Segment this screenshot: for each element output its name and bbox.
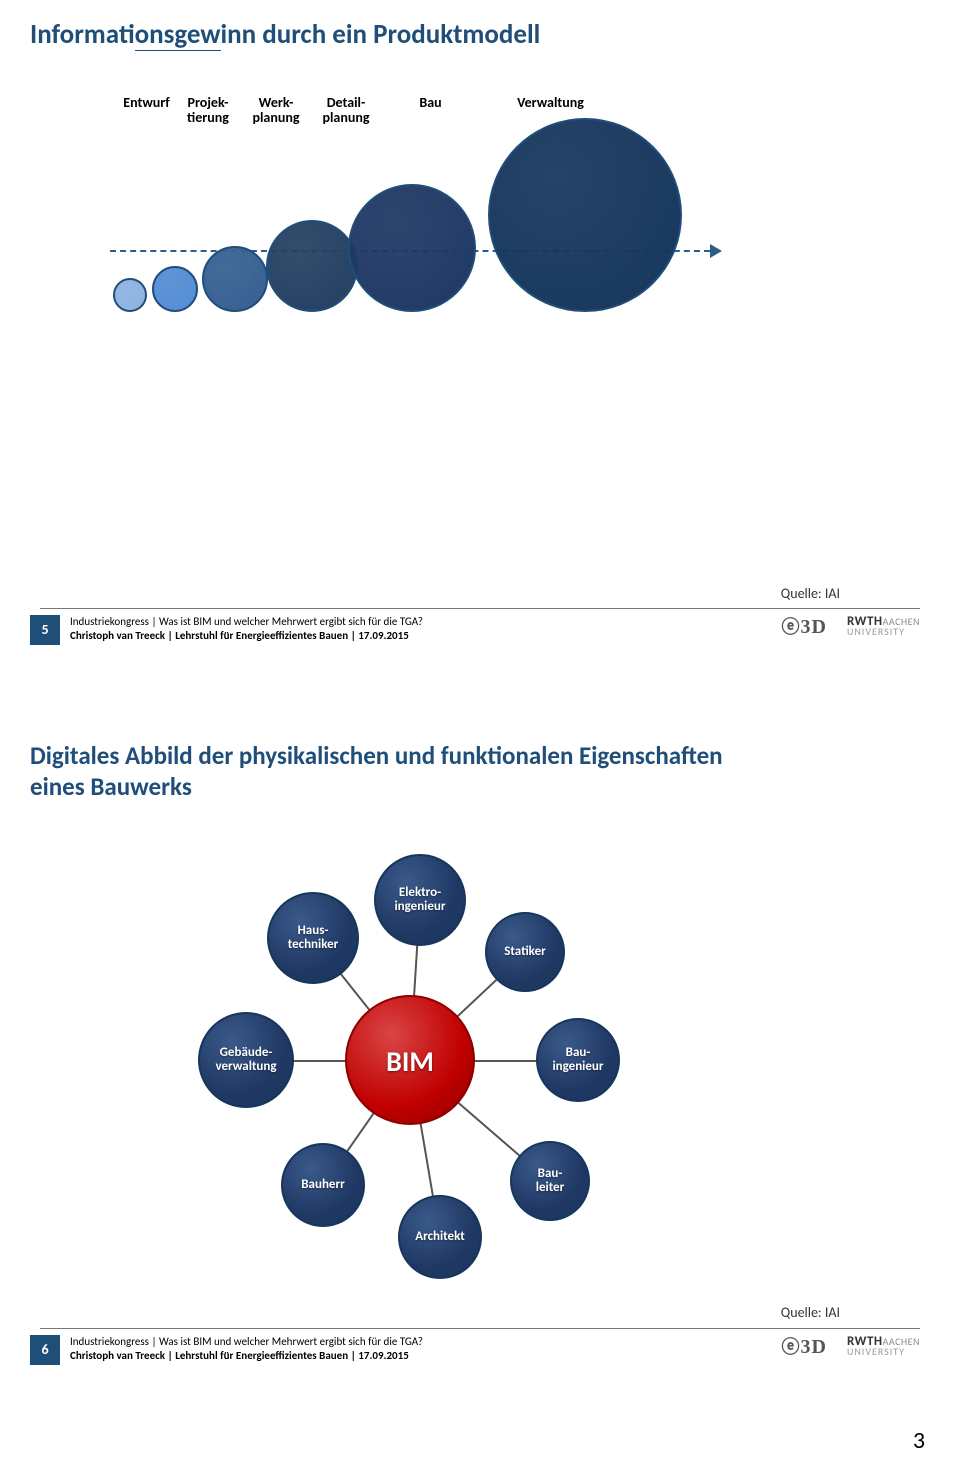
bim-node: Elektro-ingenieur (374, 854, 466, 946)
slide2-footer-line1: Industriekongress | Was ist BIM und welc… (70, 1335, 423, 1349)
logo-rwth: RWTHAACHEN UNIVERSITY (847, 616, 920, 637)
phase-circle (202, 246, 268, 312)
slide1-logos: ⓔ3D RWTHAACHEN UNIVERSITY (781, 613, 920, 639)
bim-center: BIM (345, 995, 475, 1125)
phase-circle (113, 278, 147, 312)
slide-2: Digitales Abbild der physikalischen und … (0, 720, 960, 1440)
bim-node: Bauherr (281, 1143, 365, 1227)
bim-node: Statiker (485, 912, 565, 992)
slide-1: Informationsgewinn durch ein Produktmode… (0, 0, 960, 720)
slide1-footer-rule (40, 608, 920, 609)
bim-node: Haus-techniker (267, 892, 359, 984)
slide1-footer-line1: Industriekongress | Was ist BIM und welc… (70, 615, 423, 629)
bim-node: Bau-ingenieur (536, 1018, 620, 1102)
slide2-footer-num: 6 (30, 1335, 60, 1365)
logo-rwth: RWTHAACHEN UNIVERSITY (847, 1336, 920, 1357)
phase-label: Werk-planung (245, 95, 307, 126)
title-underline (135, 50, 221, 51)
slide2-footer-line2: Christoph van Treeck | Lehrstuhl für Ene… (70, 1349, 423, 1363)
slide1-footer-text: Industriekongress | Was ist BIM und welc… (70, 615, 423, 643)
slide1-footer-line2: Christoph van Treeck | Lehrstuhl für Ene… (70, 629, 423, 643)
slide1-title: Informationsgewinn durch ein Produktmode… (30, 18, 540, 52)
phase-diagram: Entwurf Projek-tierungWerk-planung Detail-… (110, 95, 750, 335)
phase-circle (348, 184, 476, 312)
phase-label: Bau (408, 95, 453, 110)
phase-label: Projek-tierung (178, 95, 238, 126)
bim-node: Architekt (398, 1195, 482, 1279)
bim-node: Gebäude-verwaltung (198, 1012, 294, 1108)
phase-circle (266, 220, 358, 312)
bim-node: Bau-leiter (510, 1141, 590, 1221)
slide2-source: Quelle: IAI (781, 1304, 840, 1321)
slide2-logos: ⓔ3D RWTHAACHEN UNIVERSITY (781, 1333, 920, 1359)
phase-circles (110, 145, 750, 325)
slide2-title: Digitales Abbild der physikalischen und … (30, 740, 750, 803)
bim-diagram: BIM Elektro-ingenieurStatiker Bau-ingenieu… (180, 845, 640, 1275)
slide1-source: Quelle: IAI (781, 585, 840, 602)
phase-circle (152, 266, 198, 312)
logo-e3d: ⓔ3D (781, 1333, 826, 1359)
phase-label: Verwaltung (508, 95, 593, 110)
logo-e3d: ⓔ3D (781, 613, 826, 639)
slide1-footer-num: 5 (30, 615, 60, 645)
phase-label: Entwurf (119, 95, 174, 110)
slide2-footer-text: Industriekongress | Was ist BIM und welc… (70, 1335, 423, 1363)
slide2-footer-rule (40, 1328, 920, 1329)
page-number: 3 (913, 1426, 925, 1455)
phase-label: Detail-planung (315, 95, 377, 126)
phase-circle (488, 118, 682, 312)
